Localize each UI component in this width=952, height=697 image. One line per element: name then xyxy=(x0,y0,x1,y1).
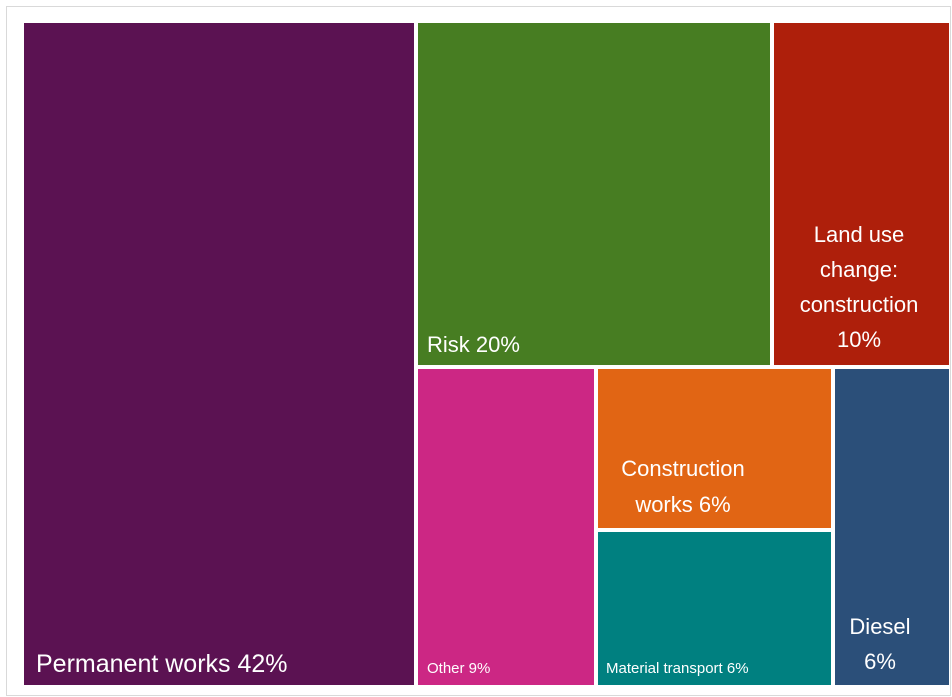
treemap-label-permanent: Permanent works 42% xyxy=(36,650,288,678)
treemap-tile-diesel: Diesel 6% xyxy=(835,369,949,685)
treemap-label-line: change: xyxy=(820,257,898,282)
treemap-tile-other: Other 9% xyxy=(418,369,594,685)
treemap-label-line: Land use xyxy=(814,222,905,247)
treemap-label-construction: Construction works 6% xyxy=(621,456,745,517)
treemap-tile-permanent: Permanent works 42% xyxy=(24,23,414,685)
treemap-label-line: works 6% xyxy=(634,492,730,517)
treemap-tile-transport: Material transport 6% xyxy=(598,532,831,685)
treemap-rect-risk xyxy=(418,23,770,365)
treemap-tile-landuse: Land use change: construction 10% xyxy=(774,23,949,365)
treemap-tile-construction: Construction works 6% xyxy=(598,369,831,528)
treemap-label-line: 6% xyxy=(864,649,896,674)
treemap-label-line: construction xyxy=(800,292,919,317)
treemap-label-line: 10% xyxy=(837,327,881,352)
treemap-label-line: Diesel xyxy=(849,614,910,639)
treemap-rect-other xyxy=(418,369,594,685)
treemap-rect-landuse xyxy=(774,23,949,365)
chart-frame xyxy=(6,6,951,696)
treemap-label-risk: Risk 20% xyxy=(427,332,520,357)
treemap-label-line: Construction xyxy=(621,456,745,481)
treemap-label-diesel: Diesel 6% xyxy=(849,614,910,674)
treemap-label-line: Risk 20% xyxy=(427,332,520,357)
treemap-label-other: Other 9% xyxy=(427,660,490,677)
treemap-label-landuse: Land use change: construction 10% xyxy=(800,222,919,352)
treemap-label-line: Other 9% xyxy=(427,660,490,677)
treemap-label-transport: Material transport 6% xyxy=(606,660,749,677)
treemap-rect-diesel xyxy=(835,369,949,685)
treemap-label-line: Permanent works 42% xyxy=(36,650,288,678)
treemap-label-line: Material transport 6% xyxy=(606,660,749,677)
treemap-rect-transport xyxy=(598,532,831,685)
treemap-rect-permanent xyxy=(24,23,414,685)
treemap-rect-construction xyxy=(598,369,831,528)
treemap-tile-risk: Risk 20% xyxy=(418,23,770,365)
